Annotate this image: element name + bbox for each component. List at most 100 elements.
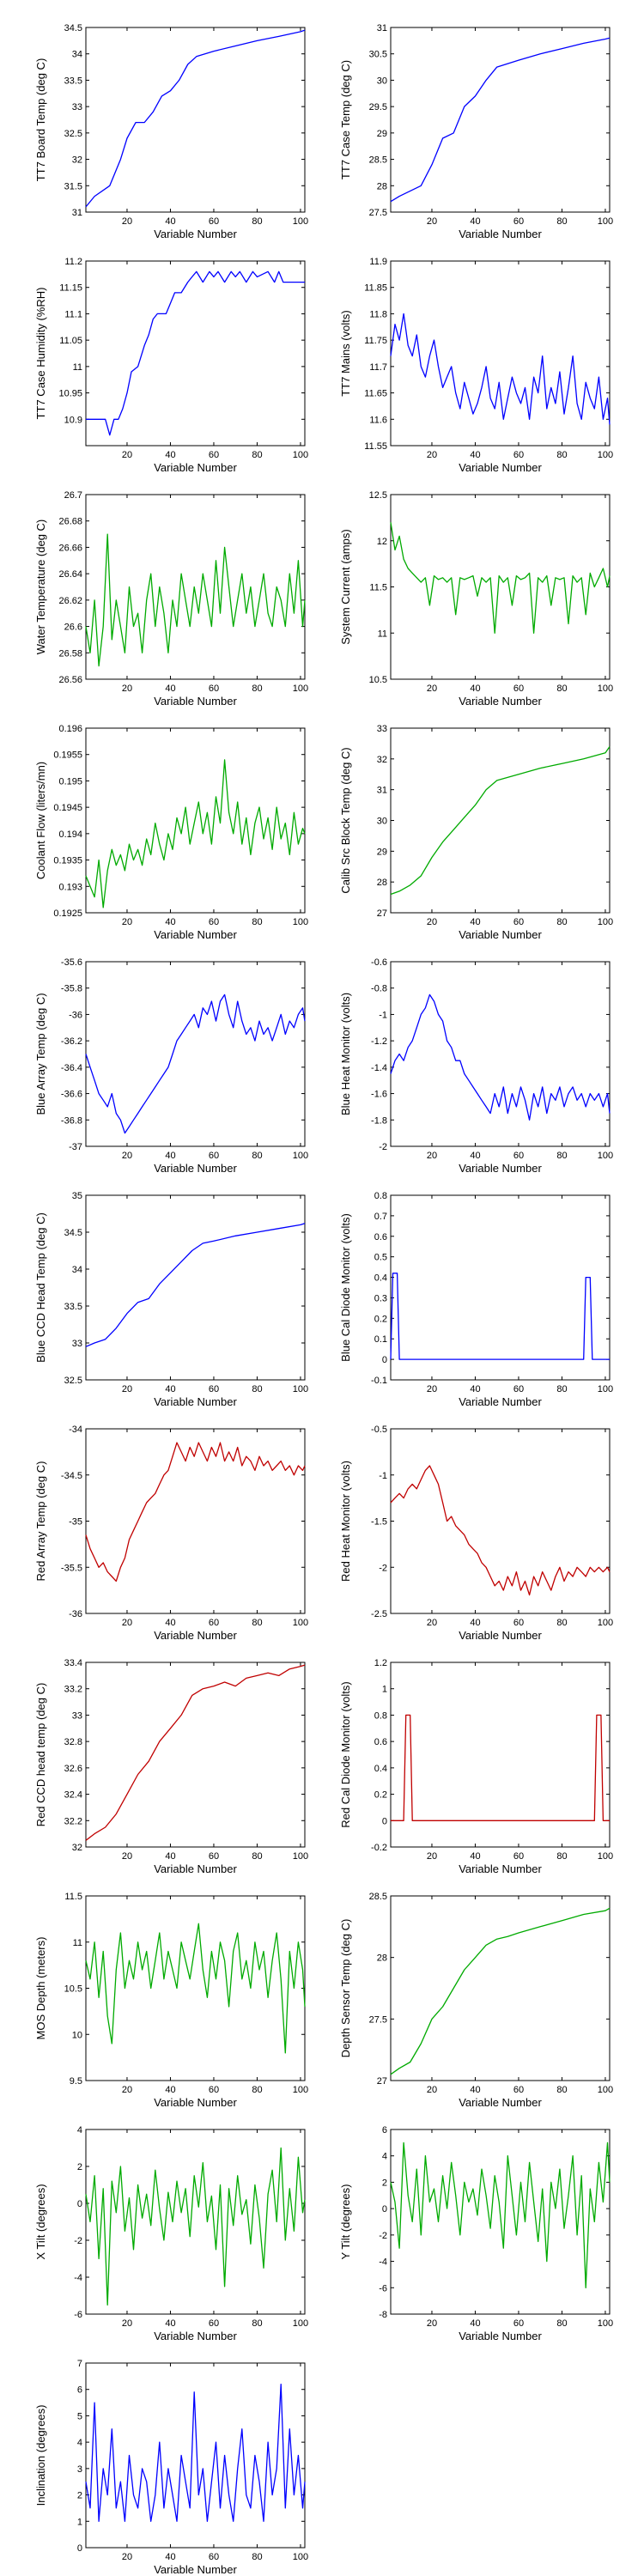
y-tick-label: -1	[379, 1010, 387, 1020]
y-tick-label: 30.5	[369, 50, 387, 60]
y-tick-label: -34.5	[61, 1471, 82, 1481]
x-tick-label: 20	[122, 1384, 132, 1394]
x-tick-label: 20	[427, 917, 437, 927]
x-tick-label: 100	[293, 917, 308, 927]
y-tick-label: 32	[72, 155, 82, 166]
y-tick-label: -2	[379, 1142, 387, 1152]
y-tick-label: 28	[377, 1953, 387, 1964]
plot-frame	[390, 494, 611, 680]
x-axis-label: Variable Number	[154, 928, 237, 941]
y-tick-label: 10.5	[369, 675, 387, 685]
y-tick-label: 33	[72, 1339, 82, 1349]
plot-frame	[390, 27, 611, 213]
y-tick-label: -35.6	[61, 957, 82, 968]
y-tick-label: 34	[72, 1265, 82, 1275]
y-tick-label: 11.05	[59, 336, 82, 346]
y-tick-label: 6	[382, 2125, 387, 2136]
x-axis-label: Variable Number	[459, 461, 542, 474]
x-tick-label: 100	[293, 450, 308, 460]
y-tick-label: 26.56	[58, 675, 82, 685]
y-tick-label: 11.1	[64, 309, 82, 319]
x-tick-label: 20	[427, 1618, 437, 1628]
y-axis-label: TT7 Case Humidity (%RH)	[34, 288, 47, 420]
plot-frame	[390, 1428, 611, 1614]
y-tick-label: 33.5	[64, 76, 82, 86]
x-tick-label: 20	[427, 216, 437, 227]
series-line	[85, 1664, 306, 1841]
x-tick-label: 60	[513, 450, 524, 460]
y-tick-label: 4	[77, 2438, 82, 2448]
x-tick-label: 100	[293, 2318, 308, 2329]
y-tick-label: 31	[377, 786, 387, 796]
y-tick-label: 0.4	[374, 1764, 387, 1774]
x-tick-label: 40	[470, 683, 480, 694]
x-tick-label: 20	[122, 1851, 132, 1862]
x-tick-label: 20	[122, 216, 132, 227]
x-tick-label: 100	[293, 1151, 308, 1161]
y-tick-label: 5	[77, 2411, 82, 2421]
x-tick-label: 100	[293, 2085, 308, 2095]
y-tick-label: 32	[377, 755, 387, 765]
y-tick-label: -0.5	[371, 1425, 387, 1435]
y-tick-label: 11.6	[369, 415, 387, 425]
y-tick-label: -35.8	[61, 984, 82, 994]
x-tick-label: 60	[209, 917, 219, 927]
y-tick-label: -2	[379, 2231, 387, 2241]
y-axis-label: Depth Sensor Temp (deg C)	[339, 1919, 352, 2058]
x-tick-label: 60	[513, 1618, 524, 1628]
x-tick-label: 20	[427, 683, 437, 694]
x-tick-label: 20	[122, 683, 132, 694]
chart-panel-7: 20 40 60 80 100 0.1925 0.193 0.1935 0.194 0.1945 0…	[34, 724, 308, 941]
y-tick-label: -37	[69, 1142, 82, 1152]
y-tick-label: 7	[77, 2359, 82, 2369]
x-tick-label: 80	[252, 216, 262, 227]
y-tick-label: 34	[72, 50, 82, 60]
series-line	[391, 1714, 610, 1821]
x-tick-label: 40	[470, 2318, 480, 2329]
y-tick-label: 11.2	[64, 257, 82, 267]
y-tick-label: 32.5	[64, 1376, 82, 1386]
x-tick-label: 40	[470, 450, 480, 460]
y-tick-label: -1.8	[371, 1115, 387, 1126]
x-tick-label: 40	[165, 917, 175, 927]
x-tick-label: 80	[252, 917, 262, 927]
series-line	[85, 993, 306, 1134]
x-tick-label: 100	[598, 1618, 613, 1628]
y-tick-label: 32.8	[64, 1737, 82, 1747]
y-axis-label: Inclination (degrees)	[34, 2405, 47, 2506]
y-tick-label: -6	[379, 2283, 387, 2293]
x-tick-label: 40	[470, 2085, 480, 2095]
plot-frame	[390, 1895, 611, 2081]
x-tick-label: 60	[209, 450, 219, 460]
x-tick-label: 60	[513, 917, 524, 927]
y-tick-label: 11	[73, 1938, 82, 1948]
y-axis-label: TT7 Board Temp (deg C)	[34, 58, 47, 182]
x-tick-label: 20	[427, 1151, 437, 1161]
y-tick-label: 32.4	[64, 1790, 82, 1801]
y-tick-label: 0	[382, 1355, 387, 1365]
y-tick-label: 32	[72, 1843, 82, 1853]
x-tick-label: 80	[252, 2318, 262, 2329]
y-axis-label: Calib Src Block Temp (deg C)	[339, 747, 352, 893]
plot-frame	[390, 961, 611, 1147]
plot-frame	[85, 2129, 306, 2315]
y-tick-label: 33	[72, 102, 82, 112]
x-tick-label: 60	[513, 2085, 524, 2095]
x-tick-label: 40	[470, 1851, 480, 1862]
y-tick-label: 3	[77, 2464, 82, 2475]
y-tick-label: 0.1955	[53, 750, 82, 761]
x-tick-label: 40	[470, 917, 480, 927]
chart-panel-2: 20 40 60 80 100 27.5 28 28.5 29 29.5 30 30.5 31 Varia…	[339, 23, 613, 240]
series-line	[85, 1923, 306, 2054]
y-tick-label: 27	[377, 2076, 387, 2087]
x-tick-label: 60	[513, 1851, 524, 1862]
y-axis-label: X Tilt (degrees)	[34, 2184, 47, 2259]
x-axis-label: Variable Number	[154, 2330, 237, 2342]
x-tick-label: 80	[556, 1851, 567, 1862]
x-axis-label: Variable Number	[459, 2096, 542, 2109]
series-line	[390, 1273, 610, 1360]
x-tick-label: 20	[122, 2552, 132, 2562]
x-tick-label: 60	[209, 1384, 219, 1394]
plot-frame	[85, 1428, 306, 1614]
y-tick-label: 0.1	[374, 1334, 387, 1345]
